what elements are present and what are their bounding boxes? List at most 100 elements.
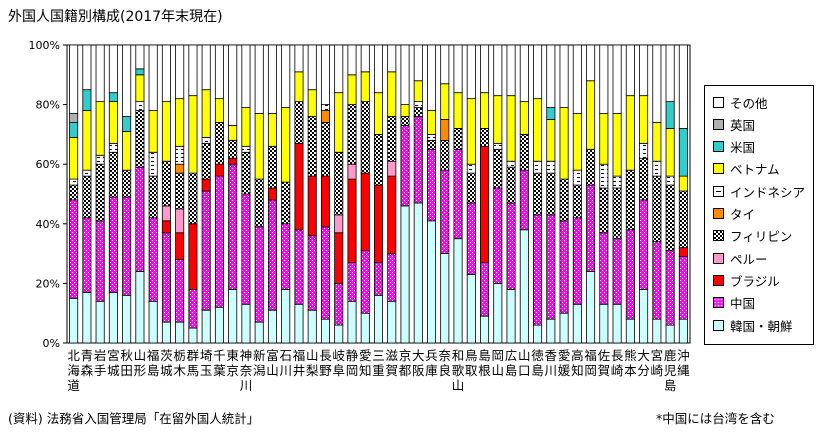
bar-segment-other (572, 44, 582, 114)
bar-segment-korea (639, 288, 649, 344)
x-tick-label: 木 (173, 363, 186, 378)
bar-segment-brazil (387, 175, 397, 254)
bar-segment-other (413, 44, 423, 82)
bar-segment-korea (347, 300, 357, 344)
x-tick-label: 根 (478, 363, 491, 378)
bar-segment-thailand (320, 110, 330, 123)
legend-swatch-thailand (713, 208, 724, 219)
legend-swatch-brazil (713, 274, 724, 286)
bar-segment-philippines (320, 122, 330, 177)
bar-segment-philippines (506, 166, 516, 204)
bar-segment-vietnam (493, 95, 503, 144)
bar-segment-vietnam (400, 104, 410, 117)
legend-label: ブラジル (730, 273, 780, 289)
legend-swatch-china (713, 297, 724, 309)
bar-segment-brazil (214, 163, 224, 177)
x-tick-label: 田 (120, 363, 133, 378)
x-tick-label: 崎 (611, 363, 624, 378)
bar-segment-usa (135, 68, 145, 76)
x-tick-label: 青 (81, 348, 94, 363)
x-tick-label: 岡 (492, 348, 505, 363)
bar-segment-philippines (307, 116, 317, 177)
x-tick-label: 崎 (651, 363, 664, 378)
legend-label: 米国 (730, 140, 756, 156)
bar-segment-usa (665, 101, 675, 129)
legend-swatch-indonesia (713, 185, 724, 197)
bar-segment-other (241, 44, 251, 108)
legend-label: ベトナム (730, 162, 780, 178)
bar-segment-vietnam (373, 92, 384, 135)
x-tick-label: 分 (637, 363, 650, 378)
bar-segment-brazil (678, 247, 688, 257)
bar-segment-other (480, 44, 490, 94)
bar-segment-indonesia (493, 142, 503, 150)
bar-segment-uk (69, 113, 79, 123)
bar-segment-indonesia (241, 145, 251, 153)
legend-swatch-usa (713, 141, 724, 153)
bar-segment-vietnam (135, 74, 145, 103)
bar-segment-philippines (612, 187, 622, 240)
x-tick-label: 岡 (346, 363, 359, 378)
y-tick-label: 80% (36, 99, 60, 112)
bar-segment-korea (678, 318, 688, 344)
bar-segment-philippines (214, 122, 224, 165)
bar-segment-vietnam (586, 80, 596, 150)
x-tick-label: 長 (611, 348, 624, 363)
x-tick-label: 東 (226, 348, 239, 363)
bar-segment-korea (572, 303, 582, 344)
bar-segment-china (188, 288, 198, 329)
bar-segment-usa (69, 122, 79, 138)
bar-segment-korea (506, 288, 516, 344)
x-tick-label: 香 (545, 348, 558, 363)
bar-segment-other (387, 44, 397, 73)
x-tick-label: 賀 (385, 363, 398, 378)
x-tick-label: 静 (346, 348, 359, 363)
bar-segment-philippines (267, 145, 277, 189)
y-tick-label: 20% (36, 277, 60, 290)
bar-segment-usa (108, 92, 118, 103)
x-tick-label: 北 (67, 348, 80, 363)
bar-segment-china (228, 163, 238, 290)
bar-segment-korea (466, 274, 476, 344)
bar-segment-brazil (373, 184, 384, 263)
bar-segment-korea (175, 321, 185, 344)
bar-segment-vietnam (466, 98, 476, 165)
legend-swatch-philippines (713, 230, 724, 242)
y-tick-label: 60% (36, 158, 60, 171)
x-tick-label: 葉 (213, 363, 226, 378)
x-tick-label: 井 (293, 363, 306, 378)
bar-segment-other (148, 44, 158, 111)
bar-segment-other (546, 44, 556, 108)
bar-segment-vietnam (267, 113, 277, 147)
x-tick-label: 三 (372, 348, 385, 363)
bar-segment-china (281, 223, 291, 290)
bar-segment-china (533, 214, 543, 326)
x-tick-label: 奈 (439, 348, 452, 363)
bar-segment-peru (175, 208, 185, 234)
bar-segment-korea (294, 303, 304, 344)
x-tick-label: 佐 (598, 348, 611, 363)
x-tick-label: 城 (160, 363, 173, 378)
bar-segment-brazil (188, 223, 198, 290)
bar-segment-china (82, 217, 92, 293)
x-tick-label: 本 (624, 363, 637, 378)
plot-area: 0%20%40%60%80%100%北海道青森岩手宮城秋田山形福島茨城栃木群馬埼… (29, 39, 691, 393)
bar-segment-china (387, 253, 397, 302)
x-tick-label: 野 (319, 363, 332, 378)
bar-segment-vietnam (440, 83, 450, 120)
bar-segment-vietnam (347, 74, 357, 106)
x-tick-label: 新 (253, 348, 266, 363)
x-tick-label: 縄 (677, 363, 690, 378)
x-tick-label: 兵 (425, 348, 438, 363)
bar-segment-other (320, 44, 330, 105)
x-tick-label: 群 (187, 348, 200, 363)
bar-segment-other (612, 44, 622, 114)
bar-segment-philippines (108, 151, 118, 198)
bar-segment-vietnam (572, 113, 582, 171)
x-tick-label: 徳 (531, 348, 544, 363)
bar-segment-china (347, 262, 357, 302)
legend-swatch-uk (713, 118, 724, 130)
x-tick-label: 鹿 (664, 348, 677, 363)
bar-segment-china (519, 169, 529, 231)
bar-segment-philippines (294, 101, 304, 144)
